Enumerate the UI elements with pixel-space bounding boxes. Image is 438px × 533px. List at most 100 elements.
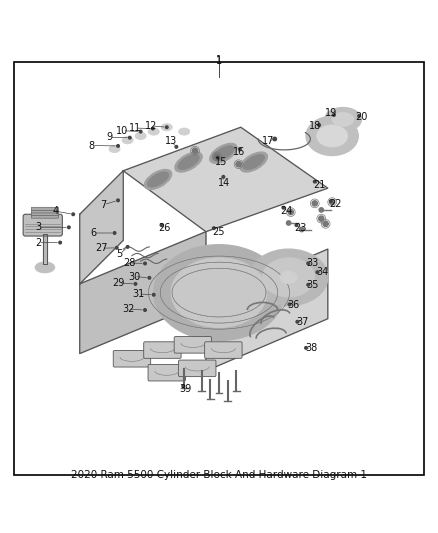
Text: 34: 34: [317, 266, 328, 277]
Text: 2: 2: [35, 238, 42, 247]
Circle shape: [152, 127, 154, 130]
Circle shape: [273, 138, 276, 140]
Ellipse shape: [280, 271, 297, 284]
Ellipse shape: [122, 137, 133, 144]
Ellipse shape: [175, 152, 202, 172]
Circle shape: [116, 246, 118, 249]
Circle shape: [288, 209, 293, 215]
Circle shape: [222, 175, 225, 178]
Polygon shape: [123, 127, 328, 232]
Ellipse shape: [250, 249, 328, 305]
Circle shape: [236, 161, 241, 167]
Circle shape: [214, 154, 219, 159]
Text: 2020 Ram 5500 Cylinder Block And Hardware Diagram 1: 2020 Ram 5500 Cylinder Block And Hardwar…: [71, 470, 367, 480]
Circle shape: [323, 221, 328, 227]
Text: 15: 15: [215, 157, 227, 167]
Ellipse shape: [148, 128, 159, 135]
Ellipse shape: [240, 152, 268, 172]
Text: 28: 28: [124, 258, 136, 268]
Circle shape: [144, 309, 146, 311]
Ellipse shape: [135, 133, 146, 140]
Circle shape: [192, 148, 198, 154]
Circle shape: [307, 284, 310, 286]
Circle shape: [239, 148, 241, 150]
Circle shape: [134, 282, 137, 285]
Ellipse shape: [171, 258, 267, 327]
Text: 23: 23: [295, 223, 307, 233]
Circle shape: [332, 114, 335, 116]
Polygon shape: [43, 234, 47, 264]
Circle shape: [152, 294, 155, 296]
Circle shape: [318, 124, 321, 126]
Circle shape: [117, 144, 119, 147]
Circle shape: [126, 246, 129, 248]
Text: 1: 1: [216, 55, 222, 65]
Text: 39: 39: [179, 384, 191, 394]
Text: 16: 16: [233, 148, 245, 157]
Polygon shape: [206, 249, 328, 371]
Circle shape: [314, 180, 316, 183]
Text: 33: 33: [307, 258, 319, 268]
Text: 12: 12: [145, 121, 158, 131]
Text: 38: 38: [305, 343, 318, 353]
Text: 5: 5: [117, 249, 123, 260]
Ellipse shape: [35, 262, 55, 273]
Ellipse shape: [262, 258, 315, 297]
Circle shape: [166, 126, 168, 128]
Text: 25: 25: [212, 227, 224, 237]
Circle shape: [295, 224, 298, 227]
Text: 22: 22: [329, 199, 342, 209]
Polygon shape: [80, 171, 123, 284]
Ellipse shape: [243, 155, 265, 169]
Ellipse shape: [212, 146, 234, 161]
Text: 10: 10: [116, 126, 128, 136]
Text: 13: 13: [165, 136, 177, 146]
Circle shape: [358, 115, 360, 117]
Text: 35: 35: [307, 280, 319, 290]
Circle shape: [319, 216, 324, 221]
FancyBboxPatch shape: [113, 351, 151, 367]
Text: 8: 8: [89, 141, 95, 150]
Circle shape: [216, 156, 219, 159]
Ellipse shape: [178, 155, 199, 169]
Text: 29: 29: [113, 278, 125, 288]
Text: 3: 3: [35, 222, 42, 232]
FancyBboxPatch shape: [32, 207, 58, 211]
FancyBboxPatch shape: [32, 215, 58, 218]
Circle shape: [273, 137, 276, 141]
Ellipse shape: [147, 172, 169, 187]
Circle shape: [316, 271, 319, 273]
Ellipse shape: [306, 116, 358, 156]
Circle shape: [160, 224, 163, 227]
Ellipse shape: [109, 146, 120, 152]
Text: 24: 24: [280, 206, 293, 216]
Circle shape: [128, 136, 131, 139]
FancyBboxPatch shape: [23, 214, 62, 236]
Text: 14: 14: [218, 177, 230, 188]
Text: 1: 1: [216, 56, 222, 66]
Text: 7: 7: [101, 200, 107, 209]
Ellipse shape: [161, 124, 172, 131]
Ellipse shape: [332, 112, 354, 126]
Circle shape: [67, 226, 70, 229]
Text: 32: 32: [122, 304, 134, 314]
FancyBboxPatch shape: [32, 213, 58, 215]
Circle shape: [144, 262, 146, 265]
Circle shape: [72, 213, 74, 215]
Circle shape: [175, 146, 178, 148]
Text: 31: 31: [132, 289, 145, 299]
Circle shape: [212, 227, 215, 230]
Circle shape: [113, 232, 116, 235]
Text: 36: 36: [288, 300, 300, 310]
Text: 18: 18: [309, 122, 321, 131]
Circle shape: [148, 277, 151, 279]
Circle shape: [286, 221, 291, 225]
Circle shape: [288, 303, 291, 305]
FancyBboxPatch shape: [32, 210, 58, 213]
Circle shape: [59, 241, 61, 244]
Ellipse shape: [210, 143, 237, 164]
Text: 27: 27: [95, 243, 108, 253]
Text: 19: 19: [325, 108, 337, 118]
Text: 6: 6: [91, 228, 97, 238]
Text: 20: 20: [356, 112, 368, 122]
